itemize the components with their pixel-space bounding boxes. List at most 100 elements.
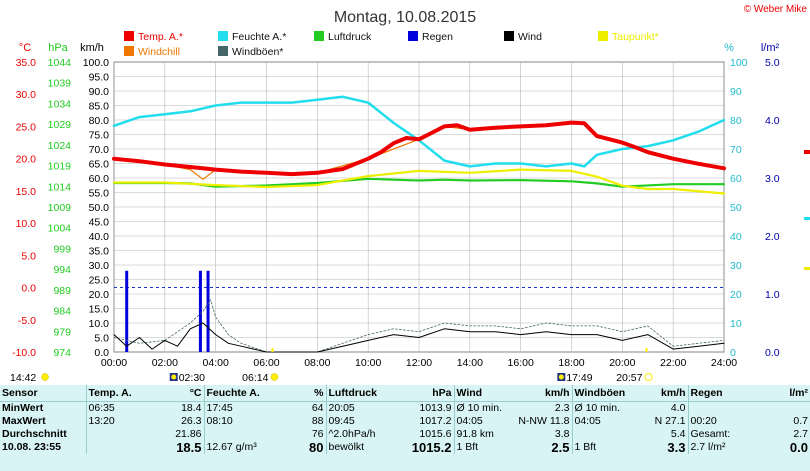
kmh-tick-label: 15.0 bbox=[89, 304, 110, 316]
kmh-tick-label: 90.0 bbox=[89, 86, 110, 98]
legend: Temp. A.* Feuchte A.* Luftdruck Regen Wind Ta… bbox=[124, 31, 659, 58]
copyright-text: © Weber Mike bbox=[744, 4, 808, 15]
row-label: 10.08. 23:55 bbox=[2, 441, 61, 453]
header-cell: Windböen bbox=[571, 385, 638, 402]
percent-tick-label: 50 bbox=[730, 202, 742, 214]
weather-chart: Montag, 10.08.2015 © Weber Mike Temp. A.… bbox=[10, 4, 810, 384]
kmh-tick-label: 25.0 bbox=[89, 275, 110, 287]
table-cell: 0.0 bbox=[789, 441, 808, 454]
stats-table: Sensor Temp. A. °C Feuchte A. % Luftdruc… bbox=[0, 385, 810, 471]
kmh-tick-label: 65.0 bbox=[89, 159, 110, 171]
table-cell: bewölkt bbox=[325, 441, 394, 454]
hpa-tick-label: 1014 bbox=[48, 181, 72, 193]
table-cell: 1 Bft bbox=[453, 441, 514, 454]
table-cell: 0.7 bbox=[793, 415, 808, 427]
table-cell: 64 bbox=[311, 402, 324, 414]
table-cell: 18.4 bbox=[181, 402, 202, 414]
celsius-tick-label: 30.0 bbox=[16, 89, 37, 101]
celsius-tick-label: 10.0 bbox=[16, 218, 37, 230]
kmh-tick-label: 0.0 bbox=[94, 347, 109, 359]
rain-bar bbox=[198, 270, 202, 352]
moon-disc bbox=[558, 374, 564, 380]
header-cell: Sensor bbox=[0, 385, 86, 402]
kmh-tick-label: 10.0 bbox=[89, 318, 110, 330]
table-cell: 1 Bft bbox=[571, 441, 638, 454]
hpa-tick-label: 974 bbox=[53, 347, 71, 359]
kmh-tick-label: 40.0 bbox=[89, 231, 110, 243]
celsius-tick-label: 35.0 bbox=[16, 57, 37, 69]
table-cell: 3.8 bbox=[554, 428, 570, 440]
celsius-unit-label: °C bbox=[19, 42, 31, 54]
percent-tick-label: 60 bbox=[730, 173, 742, 185]
percent-tick-label: 80 bbox=[730, 115, 742, 127]
hpa-unit-label: hPa bbox=[48, 42, 68, 54]
axis-ticks: 35.0 30.0 25.0 20.0 15.0 10.0 5.0 0.0 -5.0 -10.0 1… bbox=[12, 57, 780, 369]
table-cell bbox=[85, 428, 144, 441]
header-cell: l/m² bbox=[754, 385, 810, 402]
table-cell: 04:05 bbox=[571, 415, 638, 428]
header-cell: Wind bbox=[453, 385, 514, 402]
hpa-tick-label: 1034 bbox=[48, 98, 72, 110]
legend-label: Windböen* bbox=[232, 46, 283, 58]
sunrise-left-label: 14:42 bbox=[10, 372, 36, 384]
legend-label: Temp. A.* bbox=[138, 31, 183, 43]
table-cell: 13:20 bbox=[85, 415, 144, 428]
table-cell: 09:45 bbox=[325, 415, 394, 428]
percent-tick-label: 0 bbox=[730, 347, 736, 359]
table-cell: 3.3 bbox=[667, 441, 686, 454]
percent-tick-label: 30 bbox=[730, 260, 742, 272]
table-cell: 06:35 bbox=[85, 401, 144, 415]
header-cell: Feuchte A. bbox=[203, 385, 286, 402]
table-row-max: MaxWert 13:20 26.3 08:10 88 09:45 1017.2… bbox=[0, 415, 810, 428]
legend-swatch bbox=[408, 31, 418, 41]
table-row-current: 10.08. 23:55 18.5 12.67 g/m³ 80 bewölkt … bbox=[0, 441, 810, 454]
chart-grid bbox=[113, 61, 725, 353]
table-cell bbox=[571, 428, 638, 441]
celsius-tick-label: 5.0 bbox=[21, 250, 36, 262]
row-label: Durchschnitt bbox=[2, 428, 67, 440]
series-line-feuchte-a bbox=[112, 95, 726, 168]
header-cell: km/h bbox=[638, 385, 688, 402]
x-tick-label: 08:00 bbox=[304, 357, 330, 369]
hpa-tick-label: 1029 bbox=[48, 119, 72, 131]
header-cell: Temp. A. bbox=[85, 385, 144, 402]
table-cell: 00:20 bbox=[687, 415, 754, 428]
sun-moon-markers: 14:42 02:30 06:14 17:49 20:57 bbox=[10, 150, 810, 384]
table-cell bbox=[754, 402, 810, 416]
table-cell: 17:45 bbox=[203, 401, 286, 415]
table-cell: 91.8 km bbox=[453, 428, 514, 441]
table-cell: 5.4 bbox=[670, 428, 686, 440]
legend-label: Wind bbox=[518, 31, 542, 43]
table-cell: 1017.2 bbox=[419, 415, 452, 427]
table-row-min: MinWert 06:35 18.4 17:45 64 20:05 1013.9… bbox=[0, 401, 810, 416]
hpa-tick-label: 989 bbox=[53, 285, 71, 297]
table-cell: 18.5 bbox=[176, 441, 202, 454]
kmh-tick-label: 5.0 bbox=[94, 333, 109, 345]
hpa-tick-label: 1019 bbox=[48, 161, 72, 173]
series-line-temp-a bbox=[112, 120, 726, 177]
header-cell: °C bbox=[144, 385, 204, 402]
edge-fragment-temp bbox=[804, 150, 810, 154]
percent-tick-label: 90 bbox=[730, 86, 742, 98]
table-header-row: Sensor Temp. A. °C Feuchte A. % Luftdruc… bbox=[0, 385, 810, 402]
legend-swatch bbox=[218, 31, 228, 41]
x-tick-label: 22:00 bbox=[660, 357, 686, 369]
percent-unit-label: % bbox=[724, 42, 734, 54]
table-cell: 08:10 bbox=[203, 415, 286, 428]
legend-label: Taupunkt* bbox=[612, 31, 659, 43]
kmh-tick-label: 100.0 bbox=[83, 57, 109, 69]
x-tick-label: 00:00 bbox=[101, 357, 127, 369]
x-tick-label: 24:00 bbox=[711, 357, 737, 369]
x-tick-label: 20:00 bbox=[609, 357, 635, 369]
percent-tick-label: 40 bbox=[730, 231, 742, 243]
x-tick-label: 10:00 bbox=[355, 357, 381, 369]
table-cell: N 27.1 bbox=[654, 415, 686, 427]
kmh-unit-label: km/h bbox=[80, 42, 104, 54]
kmh-tick-label: 55.0 bbox=[89, 188, 110, 200]
hpa-tick-label: 984 bbox=[53, 306, 71, 318]
header-cell: Luftdruck bbox=[325, 385, 394, 402]
table-cell: 2.7 l/m² bbox=[687, 441, 754, 454]
table-cell bbox=[203, 428, 286, 441]
kmh-tick-label: 30.0 bbox=[89, 260, 110, 272]
chart-title: Montag, 10.08.2015 bbox=[334, 9, 476, 26]
